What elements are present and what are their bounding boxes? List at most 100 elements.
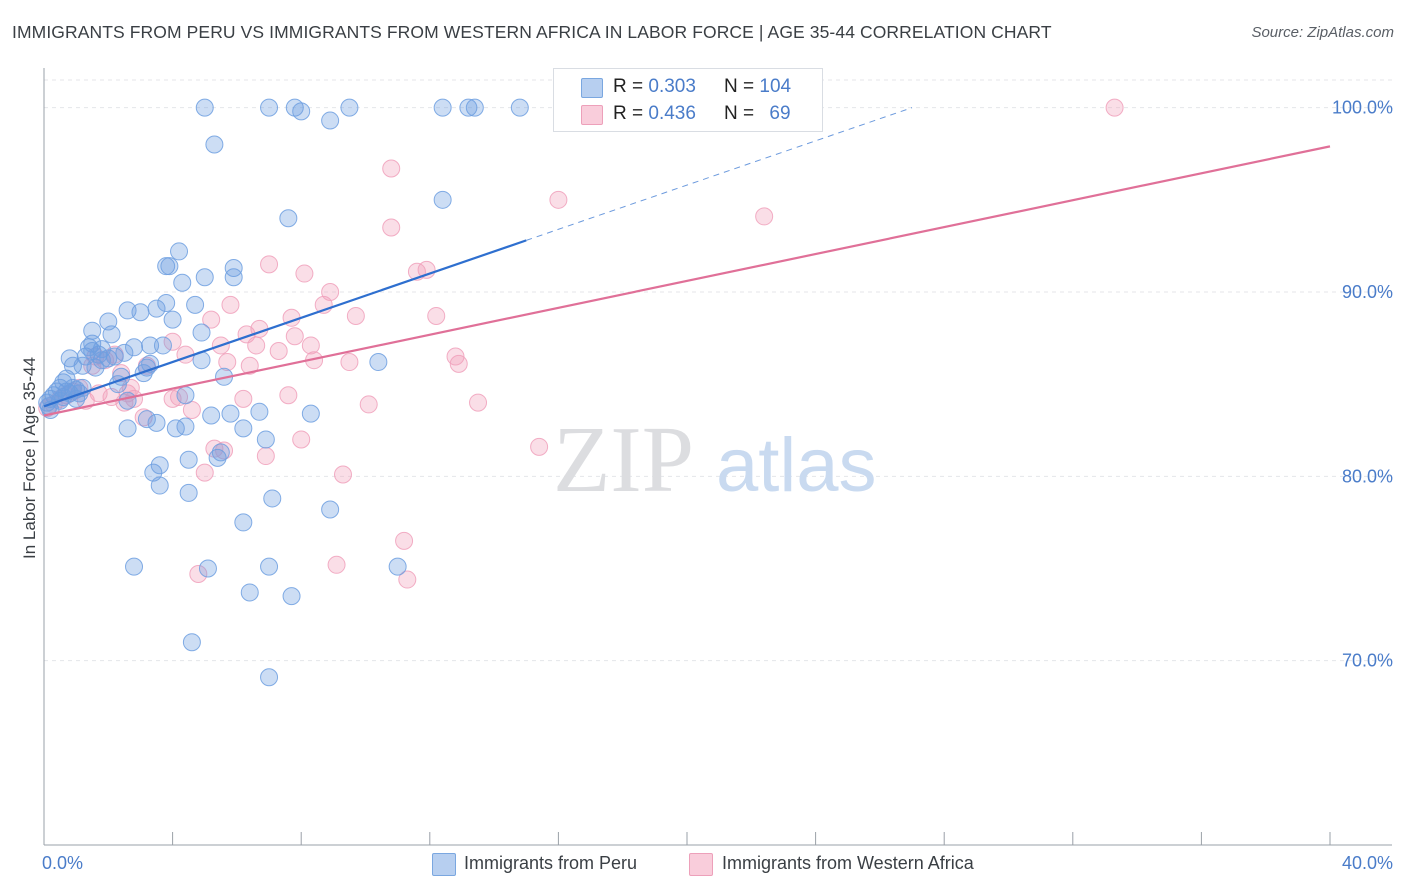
series-peru xyxy=(38,98,529,687)
point-peru xyxy=(202,406,221,425)
point-western-africa xyxy=(247,336,266,355)
y-tick-label-1: 80.0% xyxy=(1342,466,1393,486)
point-western-africa xyxy=(398,570,417,589)
point-peru xyxy=(160,257,179,276)
point-peru xyxy=(150,476,169,495)
legend-swatch-western-africa-bottom xyxy=(689,853,713,876)
point-western-africa xyxy=(189,565,208,584)
point-western-africa xyxy=(427,306,446,325)
point-peru xyxy=(115,343,134,362)
point-peru xyxy=(147,413,166,432)
point-peru xyxy=(321,500,340,519)
point-western-africa xyxy=(382,159,401,178)
point-peru xyxy=(240,583,259,602)
watermark-zip: ZIP xyxy=(553,408,694,512)
point-peru xyxy=(221,404,240,423)
point-peru xyxy=(234,419,253,438)
y-tick-label-3: 100.0% xyxy=(1332,98,1393,118)
y-tick-label-2: 90.0% xyxy=(1342,282,1393,302)
legend-n-label: N = xyxy=(724,103,755,124)
point-western-africa xyxy=(279,386,298,405)
point-western-africa xyxy=(301,336,320,355)
legend-r-value-western-africa: 0.436 xyxy=(648,103,696,124)
x-tick-label-1: 40.0% xyxy=(1342,853,1393,873)
point-peru xyxy=(118,419,137,438)
point-peru xyxy=(388,557,407,576)
point-peru xyxy=(224,259,243,278)
point-peru xyxy=(102,325,121,344)
legend-n-value-western-africa: 69 xyxy=(769,103,791,124)
point-western-africa xyxy=(327,555,346,574)
point-western-africa xyxy=(449,354,468,373)
point-peru xyxy=(179,450,198,469)
point-western-africa xyxy=(256,447,275,466)
legend-swatch-peru xyxy=(581,78,603,98)
watermark-atlas: atlas xyxy=(716,423,877,508)
point-peru xyxy=(163,310,182,329)
point-peru xyxy=(176,417,195,436)
point-peru xyxy=(282,587,301,606)
point-peru xyxy=(260,557,279,576)
point-peru xyxy=(131,303,150,322)
point-peru xyxy=(510,98,529,117)
point-peru xyxy=(263,489,282,508)
point-peru xyxy=(224,268,243,287)
point-peru xyxy=(157,294,176,313)
point-western-africa xyxy=(340,353,359,372)
point-peru xyxy=(105,347,124,366)
chart-title: IMMIGRANTS FROM PERU VS IMMIGRANTS FROM … xyxy=(12,22,1052,42)
point-western-africa xyxy=(333,465,352,484)
point-peru xyxy=(83,334,102,353)
point-peru xyxy=(292,102,311,121)
point-peru xyxy=(234,513,253,532)
point-peru xyxy=(99,349,118,368)
point-western-africa xyxy=(218,353,237,372)
point-western-africa xyxy=(346,306,365,325)
point-peru xyxy=(176,386,195,405)
point-peru xyxy=(118,391,137,410)
point-western-africa xyxy=(292,430,311,449)
legend-n-value-peru: 104 xyxy=(759,76,792,97)
trend-line-peru-extension xyxy=(526,107,913,241)
point-peru xyxy=(186,295,205,314)
legend-swatch-peru-bottom xyxy=(432,853,456,876)
point-peru xyxy=(321,111,340,130)
trend-line-peru xyxy=(43,239,527,408)
x-tick-label-0: 0.0% xyxy=(42,853,83,873)
y-axis-title: In Labor Force | Age 35-44 xyxy=(20,357,39,559)
point-western-africa xyxy=(170,388,189,407)
point-peru xyxy=(182,633,201,652)
point-peru xyxy=(433,98,452,117)
trend-line-western-africa xyxy=(43,145,1331,417)
point-western-africa xyxy=(321,282,340,301)
legend-row-western-africa: R = 0.436 N = 69 xyxy=(554,100,822,128)
point-western-africa xyxy=(215,441,234,460)
axes xyxy=(43,68,1392,846)
point-peru xyxy=(250,402,269,421)
legend-label-western-africa: Immigrants from Western Africa xyxy=(722,853,974,873)
point-peru xyxy=(465,98,484,117)
point-peru xyxy=(369,353,388,372)
point-western-africa xyxy=(260,255,279,274)
point-peru xyxy=(173,273,192,292)
point-western-africa xyxy=(395,531,414,550)
point-peru xyxy=(147,299,166,318)
point-peru xyxy=(301,404,320,423)
point-western-africa xyxy=(295,264,314,283)
point-peru xyxy=(340,98,359,117)
point-western-africa xyxy=(1105,98,1124,117)
point-peru xyxy=(125,557,144,576)
legend-n-label: N = xyxy=(724,76,755,97)
y-tick-labels: 70.0% 80.0% 90.0% 100.0% xyxy=(1332,98,1393,671)
point-peru xyxy=(195,268,214,287)
point-peru xyxy=(459,98,478,117)
point-peru xyxy=(256,430,275,449)
trend-lines xyxy=(43,107,1331,417)
point-western-africa xyxy=(755,207,774,226)
point-peru xyxy=(141,336,160,355)
point-peru xyxy=(83,321,102,340)
point-peru xyxy=(198,559,217,578)
point-peru xyxy=(211,443,230,462)
series-western-africa xyxy=(38,98,1124,589)
